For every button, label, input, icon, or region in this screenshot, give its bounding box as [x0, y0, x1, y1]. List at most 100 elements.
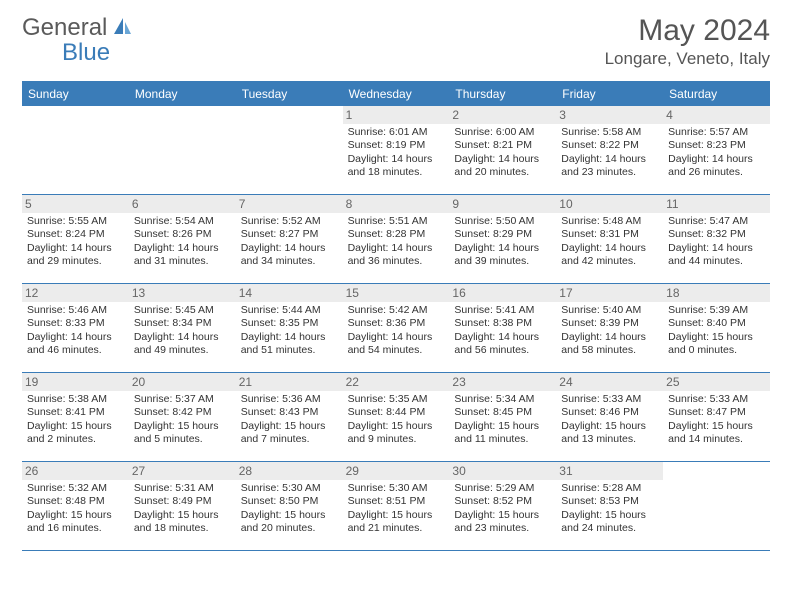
day-info: Sunrise: 5:36 AMSunset: 8:43 PMDaylight:…: [241, 393, 338, 447]
sunrise-text: Sunrise: 5:42 AM: [348, 304, 445, 317]
day-number: 24: [556, 373, 663, 391]
week-row: 5Sunrise: 5:55 AMSunset: 8:24 PMDaylight…: [22, 195, 770, 284]
day-cell: 11Sunrise: 5:47 AMSunset: 8:32 PMDayligh…: [663, 195, 770, 283]
day-cell: 12Sunrise: 5:46 AMSunset: 8:33 PMDayligh…: [22, 284, 129, 372]
day-header-cell: Tuesday: [236, 82, 343, 106]
day-cell: 20Sunrise: 5:37 AMSunset: 8:42 PMDayligh…: [129, 373, 236, 461]
sunset-text: Sunset: 8:24 PM: [27, 228, 124, 241]
daylight-text: Daylight: 14 hours and 36 minutes.: [348, 242, 445, 269]
day-number: 26: [22, 462, 129, 480]
day-number: 7: [236, 195, 343, 213]
sunset-text: Sunset: 8:23 PM: [668, 139, 765, 152]
day-cell: 10Sunrise: 5:48 AMSunset: 8:31 PMDayligh…: [556, 195, 663, 283]
sunrise-text: Sunrise: 5:29 AM: [454, 482, 551, 495]
day-info: Sunrise: 6:00 AMSunset: 8:21 PMDaylight:…: [454, 126, 551, 180]
day-cell: 15Sunrise: 5:42 AMSunset: 8:36 PMDayligh…: [343, 284, 450, 372]
sunset-text: Sunset: 8:47 PM: [668, 406, 765, 419]
sunset-text: Sunset: 8:50 PM: [241, 495, 338, 508]
week-row: 26Sunrise: 5:32 AMSunset: 8:48 PMDayligh…: [22, 462, 770, 551]
day-info: Sunrise: 5:54 AMSunset: 8:26 PMDaylight:…: [134, 215, 231, 269]
daylight-text: Daylight: 15 hours and 20 minutes.: [241, 509, 338, 536]
day-number: 23: [449, 373, 556, 391]
day-info: Sunrise: 6:01 AMSunset: 8:19 PMDaylight:…: [348, 126, 445, 180]
daylight-text: Daylight: 14 hours and 34 minutes.: [241, 242, 338, 269]
sunset-text: Sunset: 8:28 PM: [348, 228, 445, 241]
day-cell: 9Sunrise: 5:50 AMSunset: 8:29 PMDaylight…: [449, 195, 556, 283]
sunrise-text: Sunrise: 5:55 AM: [27, 215, 124, 228]
daylight-text: Daylight: 15 hours and 11 minutes.: [454, 420, 551, 447]
day-cell: 21 Sunrise: 5:36 AMSunset: 8:43 PMDayligh…: [236, 373, 343, 461]
sunrise-text: Sunrise: 5:46 AM: [27, 304, 124, 317]
sunset-text: Sunset: 8:19 PM: [348, 139, 445, 152]
daylight-text: Daylight: 14 hours and 58 minutes.: [561, 331, 658, 358]
day-cell: 4Sunrise: 5:57 AMSunset: 8:23 PMDaylight…: [663, 106, 770, 194]
sunrise-text: Sunrise: 5:31 AM: [134, 482, 231, 495]
sunset-text: Sunset: 8:27 PM: [241, 228, 338, 241]
day-number: 8: [343, 195, 450, 213]
sunrise-text: Sunrise: 5:35 AM: [348, 393, 445, 406]
day-info: Sunrise: 5:41 AMSunset: 8:38 PMDaylight:…: [454, 304, 551, 358]
day-cell: 27Sunrise: 5:31 AMSunset: 8:49 PMDayligh…: [129, 462, 236, 550]
day-cell: 1 Sunrise: 6:01 AMSunset: 8:19 PMDaylight…: [343, 106, 450, 194]
day-info: Sunrise: 5:32 AMSunset: 8:48 PMDaylight:…: [27, 482, 124, 536]
sunrise-text: Sunrise: 5:45 AM: [134, 304, 231, 317]
sunset-text: Sunset: 8:46 PM: [561, 406, 658, 419]
day-info: Sunrise: 5:30 AMSunset: 8:51 PMDaylight:…: [348, 482, 445, 536]
day-number: 30: [449, 462, 556, 480]
sunrise-text: Sunrise: 5:41 AM: [454, 304, 551, 317]
sunrise-text: Sunrise: 5:37 AM: [134, 393, 231, 406]
sunset-text: Sunset: 8:38 PM: [454, 317, 551, 330]
daylight-text: Daylight: 15 hours and 21 minutes.: [348, 509, 445, 536]
day-info: Sunrise: 5:28 AMSunset: 8:53 PMDaylight:…: [561, 482, 658, 536]
day-info: Sunrise: 5:55 AMSunset: 8:24 PMDaylight:…: [27, 215, 124, 269]
day-header-cell: Monday: [129, 82, 236, 106]
daylight-text: Daylight: 14 hours and 18 minutes.: [348, 153, 445, 180]
day-cell: 16Sunrise: 5:41 AMSunset: 8:38 PMDayligh…: [449, 284, 556, 372]
daylight-text: Daylight: 14 hours and 39 minutes.: [454, 242, 551, 269]
daylight-text: Daylight: 14 hours and 23 minutes.: [561, 153, 658, 180]
logo-text-blue: Blue: [62, 39, 110, 67]
day-cell: 7Sunrise: 5:52 AMSunset: 8:27 PMDaylight…: [236, 195, 343, 283]
day-number: 22: [343, 373, 450, 391]
day-info: Sunrise: 5:39 AMSunset: 8:40 PMDaylight:…: [668, 304, 765, 358]
daylight-text: Daylight: 15 hours and 23 minutes.: [454, 509, 551, 536]
day-cell: 17Sunrise: 5:40 AMSunset: 8:39 PMDayligh…: [556, 284, 663, 372]
daylight-text: Daylight: 15 hours and 14 minutes.: [668, 420, 765, 447]
daylight-text: Daylight: 15 hours and 0 minutes.: [668, 331, 765, 358]
logo: General Blue: [22, 14, 134, 42]
daylight-text: Daylight: 14 hours and 44 minutes.: [668, 242, 765, 269]
day-number: 31: [556, 462, 663, 480]
sunset-text: Sunset: 8:29 PM: [454, 228, 551, 241]
calendar: Sunday Monday Tuesday Wednesday Thursday…: [22, 81, 770, 551]
day-cell: 6Sunrise: 5:54 AMSunset: 8:26 PMDaylight…: [129, 195, 236, 283]
daylight-text: Daylight: 14 hours and 20 minutes.: [454, 153, 551, 180]
day-header-cell: Friday: [556, 82, 663, 106]
sunset-text: Sunset: 8:48 PM: [27, 495, 124, 508]
day-cell: 8Sunrise: 5:51 AMSunset: 8:28 PMDaylight…: [343, 195, 450, 283]
day-cell: 23Sunrise: 5:34 AMSunset: 8:45 PMDayligh…: [449, 373, 556, 461]
location-text: Longare, Veneto, Italy: [605, 49, 770, 69]
day-number: 13: [129, 284, 236, 302]
daylight-text: Daylight: 14 hours and 42 minutes.: [561, 242, 658, 269]
sunrise-text: Sunrise: 5:36 AM: [241, 393, 338, 406]
sunrise-text: Sunrise: 5:33 AM: [561, 393, 658, 406]
sunset-text: Sunset: 8:26 PM: [134, 228, 231, 241]
day-number: 21: [236, 373, 343, 391]
sunset-text: Sunset: 8:40 PM: [668, 317, 765, 330]
sunrise-text: Sunrise: 5:28 AM: [561, 482, 658, 495]
day-number: 1: [343, 106, 450, 124]
sunset-text: Sunset: 8:51 PM: [348, 495, 445, 508]
daylight-text: Daylight: 14 hours and 56 minutes.: [454, 331, 551, 358]
day-number: 29: [343, 462, 450, 480]
sunset-text: Sunset: 8:44 PM: [348, 406, 445, 419]
day-cell: [236, 106, 343, 194]
daylight-text: Daylight: 14 hours and 51 minutes.: [241, 331, 338, 358]
title-block: May 2024 Longare, Veneto, Italy: [605, 14, 770, 69]
sunrise-text: Sunrise: 5:32 AM: [27, 482, 124, 495]
daylight-text: Daylight: 14 hours and 31 minutes.: [134, 242, 231, 269]
day-cell: [22, 106, 129, 194]
day-number: 5: [22, 195, 129, 213]
day-number: 3: [556, 106, 663, 124]
sunset-text: Sunset: 8:39 PM: [561, 317, 658, 330]
day-number: 2: [449, 106, 556, 124]
